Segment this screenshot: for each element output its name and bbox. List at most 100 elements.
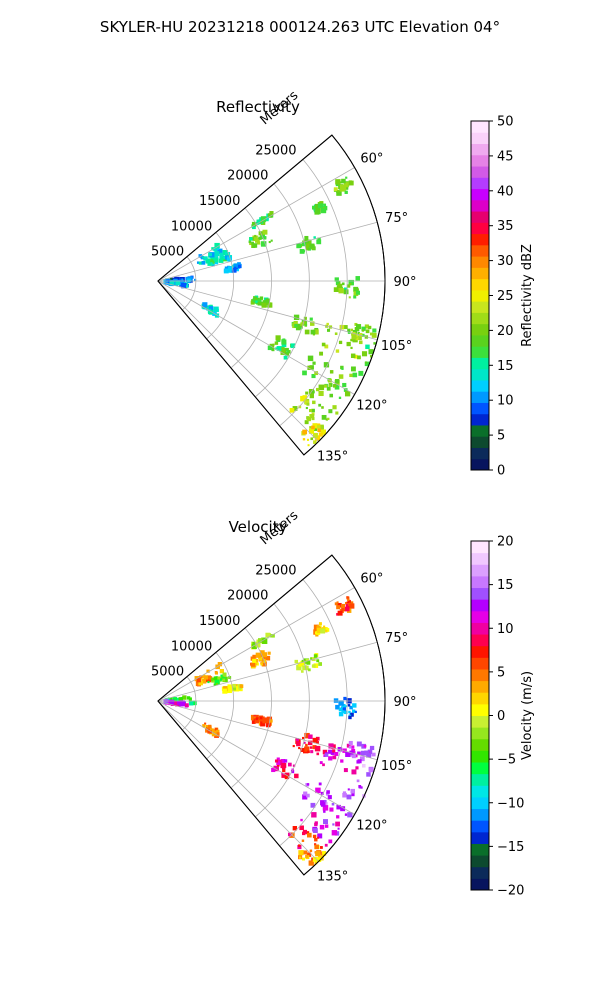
colorbar-swatch	[471, 188, 489, 201]
echo-pixel	[254, 234, 257, 238]
echo-pixel	[369, 355, 373, 358]
echo-cell-7	[223, 262, 242, 274]
echo-pixel	[231, 264, 235, 268]
echo-pixel	[258, 236, 261, 239]
echo-pixel	[237, 264, 242, 269]
echo-pixel	[205, 677, 212, 683]
radial-tick-label: 10000	[171, 219, 212, 234]
echo-pixel	[337, 283, 343, 289]
echo-pixel	[359, 332, 363, 337]
echo-cell-9	[163, 699, 189, 708]
echo-pixel	[325, 628, 330, 632]
echo-pixel	[342, 792, 347, 798]
echo-pixel	[296, 741, 301, 747]
echo-pixel	[349, 282, 352, 286]
echo-pixel	[217, 661, 223, 667]
echo-pixel	[357, 751, 361, 756]
echo-pixel	[309, 849, 313, 852]
echo-pixel	[344, 391, 351, 397]
echo-pixel	[266, 716, 273, 722]
angular-gridline	[157, 280, 319, 442]
colorbar-tick-label: 10	[497, 622, 514, 637]
echo-pixel	[298, 662, 303, 667]
echo-pixel	[284, 774, 289, 780]
echo-pixel	[262, 717, 268, 724]
echo-pixel	[332, 749, 336, 753]
echo-pixel	[202, 256, 205, 259]
colorbar-swatch	[471, 334, 489, 347]
colorbar-swatch	[471, 357, 489, 370]
echo-pixel	[343, 287, 348, 292]
echo-cell-20	[301, 423, 327, 447]
echo-pixel	[369, 332, 373, 336]
echo-pixel	[307, 247, 311, 251]
echo-pixel	[312, 834, 317, 839]
echo-pixel	[311, 205, 316, 210]
echo-pixel	[303, 791, 308, 796]
echo-pixel	[339, 184, 345, 190]
echo-pixel	[254, 662, 258, 665]
colorbar-swatch	[471, 785, 489, 798]
echo-pixel	[253, 716, 256, 719]
echo-pixel	[256, 241, 261, 245]
echo-pixel	[290, 343, 296, 349]
echo-pixel	[196, 261, 200, 264]
echo-pixel	[338, 396, 342, 400]
echo-pixel	[221, 256, 225, 260]
echo-pixel	[203, 675, 208, 680]
echo-pixel	[200, 675, 204, 678]
echo-pixel	[313, 236, 316, 239]
echo-pixel	[312, 361, 316, 365]
echo-pixel	[208, 724, 212, 729]
echo-pixel	[295, 738, 299, 742]
colorbar-tick-label: 30	[497, 254, 514, 269]
echo-pixel	[328, 409, 333, 414]
echo-pixel	[356, 741, 362, 747]
echo-pixel	[332, 755, 337, 760]
echo-pixel	[309, 243, 315, 249]
echo-pixel	[340, 759, 344, 763]
echo-cell-16	[267, 335, 296, 360]
echo-pixel	[323, 810, 326, 813]
echo-pixel	[202, 724, 206, 727]
echo-pixel	[188, 697, 192, 701]
echo-pixel	[341, 704, 346, 708]
radial-gridline	[230, 627, 272, 789]
colorbar-tick-label: 5	[497, 665, 505, 680]
echo-pixel	[304, 400, 310, 405]
echo-pixel	[210, 677, 215, 682]
echo-pixel	[321, 406, 324, 409]
echo-pixel	[312, 745, 317, 750]
echo-pixel	[227, 688, 232, 694]
radial-tick-label: 20000	[227, 589, 268, 604]
colorbar-tick-label: 20	[497, 324, 514, 339]
echo-pixel	[341, 710, 345, 714]
echo-pixel	[345, 604, 350, 608]
echo-pixel	[349, 705, 353, 710]
echo-pixel	[220, 674, 224, 678]
colorbar-swatch	[471, 855, 489, 868]
echo-pixel	[304, 732, 310, 739]
echo-pixel	[371, 332, 377, 338]
echo-pixel	[249, 242, 252, 246]
colorbar-swatch	[471, 436, 489, 448]
colorbar-swatch	[471, 267, 489, 280]
echo-pixel	[314, 203, 320, 209]
echo-pixel	[311, 390, 315, 394]
echo-pixel	[310, 437, 314, 441]
echo-pixel	[318, 403, 322, 407]
echo-pixel	[329, 807, 334, 812]
echo-pixel	[311, 412, 315, 416]
echo-pixel	[203, 256, 208, 261]
theta-tick-label: 60°	[360, 572, 383, 587]
radial-tick-label: 25000	[255, 143, 296, 158]
echo-pixel	[317, 237, 321, 241]
echo-pixel	[211, 728, 214, 731]
echo-pixel	[333, 187, 338, 192]
colorbar-tick-label: −5	[497, 753, 516, 768]
echo-pixel	[305, 854, 309, 858]
echo-pixel	[316, 857, 322, 862]
echo-pixel	[350, 366, 356, 372]
echo-pixel	[308, 860, 314, 866]
echo-cell-9	[164, 279, 189, 289]
